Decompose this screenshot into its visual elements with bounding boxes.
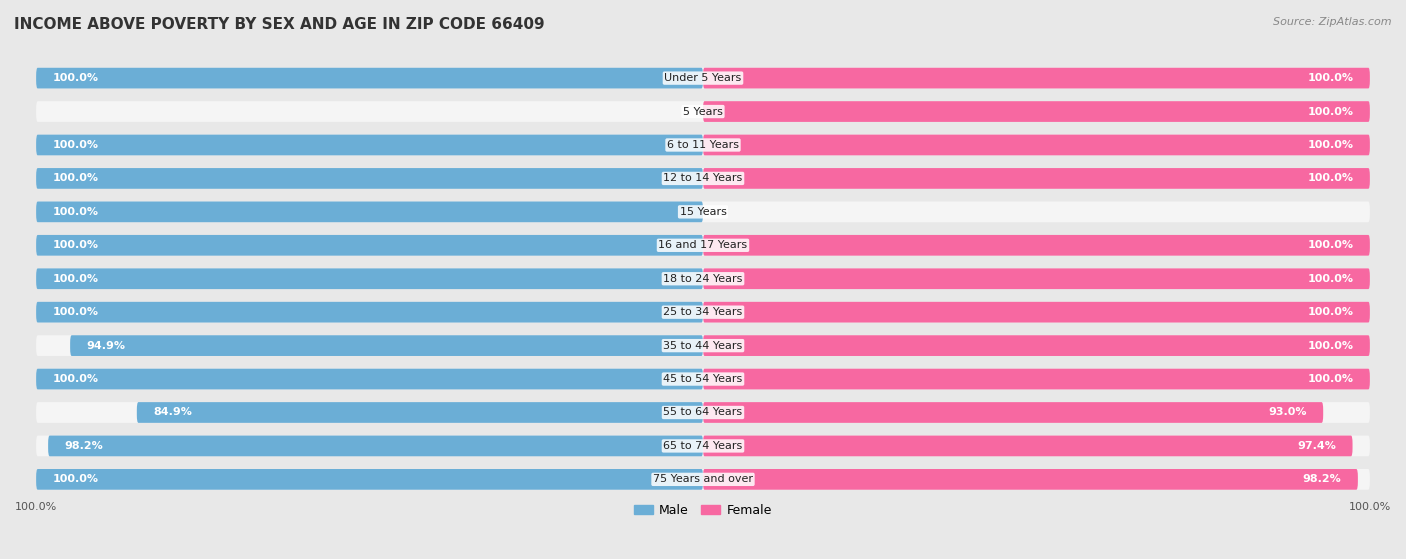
FancyBboxPatch shape [37, 435, 1369, 456]
FancyBboxPatch shape [37, 302, 1369, 323]
Text: 100.0%: 100.0% [53, 207, 98, 217]
Text: 100.0%: 100.0% [1308, 340, 1353, 350]
FancyBboxPatch shape [37, 402, 1369, 423]
FancyBboxPatch shape [703, 68, 1369, 88]
Text: 94.9%: 94.9% [87, 340, 125, 350]
Text: 100.0%: 100.0% [53, 140, 98, 150]
FancyBboxPatch shape [37, 68, 703, 88]
Text: 100.0%: 100.0% [53, 374, 98, 384]
Text: 84.9%: 84.9% [153, 408, 193, 418]
FancyBboxPatch shape [37, 168, 703, 189]
FancyBboxPatch shape [37, 302, 703, 323]
Text: 6 to 11 Years: 6 to 11 Years [666, 140, 740, 150]
FancyBboxPatch shape [136, 402, 703, 423]
FancyBboxPatch shape [37, 369, 703, 390]
FancyBboxPatch shape [37, 201, 703, 222]
Text: 15 Years: 15 Years [679, 207, 727, 217]
FancyBboxPatch shape [37, 469, 1369, 490]
FancyBboxPatch shape [37, 235, 703, 255]
Text: 100.0%: 100.0% [1308, 274, 1353, 284]
Text: 45 to 54 Years: 45 to 54 Years [664, 374, 742, 384]
Text: 25 to 34 Years: 25 to 34 Years [664, 307, 742, 317]
FancyBboxPatch shape [37, 369, 1369, 390]
FancyBboxPatch shape [37, 201, 1369, 222]
FancyBboxPatch shape [703, 268, 1369, 289]
Text: INCOME ABOVE POVERTY BY SEX AND AGE IN ZIP CODE 66409: INCOME ABOVE POVERTY BY SEX AND AGE IN Z… [14, 17, 544, 32]
FancyBboxPatch shape [703, 469, 1358, 490]
Text: 100.0%: 100.0% [53, 274, 98, 284]
Text: Under 5 Years: Under 5 Years [665, 73, 741, 83]
Text: 100.0%: 100.0% [53, 73, 98, 83]
FancyBboxPatch shape [37, 335, 1369, 356]
FancyBboxPatch shape [703, 335, 1369, 356]
Text: 18 to 24 Years: 18 to 24 Years [664, 274, 742, 284]
FancyBboxPatch shape [703, 101, 1369, 122]
Text: 97.4%: 97.4% [1296, 441, 1336, 451]
Text: 100.0%: 100.0% [53, 307, 98, 317]
FancyBboxPatch shape [37, 469, 703, 490]
FancyBboxPatch shape [37, 268, 703, 289]
FancyBboxPatch shape [703, 302, 1369, 323]
FancyBboxPatch shape [48, 435, 703, 456]
FancyBboxPatch shape [37, 68, 1369, 88]
Text: 100.0%: 100.0% [53, 475, 98, 484]
FancyBboxPatch shape [703, 168, 1369, 189]
FancyBboxPatch shape [703, 135, 1369, 155]
Legend: Male, Female: Male, Female [630, 499, 776, 522]
Text: 35 to 44 Years: 35 to 44 Years [664, 340, 742, 350]
FancyBboxPatch shape [70, 335, 703, 356]
Text: 100.0%: 100.0% [1308, 307, 1353, 317]
Text: 55 to 64 Years: 55 to 64 Years [664, 408, 742, 418]
Text: 93.0%: 93.0% [1268, 408, 1306, 418]
Text: 75 Years and over: 75 Years and over [652, 475, 754, 484]
Text: 100.0%: 100.0% [1308, 240, 1353, 250]
FancyBboxPatch shape [703, 435, 1353, 456]
Text: Source: ZipAtlas.com: Source: ZipAtlas.com [1274, 17, 1392, 27]
Text: 100.0%: 100.0% [53, 240, 98, 250]
FancyBboxPatch shape [37, 101, 1369, 122]
Text: 100.0%: 100.0% [1308, 107, 1353, 116]
FancyBboxPatch shape [37, 235, 1369, 255]
Text: 100.0%: 100.0% [1308, 173, 1353, 183]
Text: 100.0%: 100.0% [1308, 374, 1353, 384]
FancyBboxPatch shape [37, 168, 1369, 189]
FancyBboxPatch shape [703, 235, 1369, 255]
Text: 100.0%: 100.0% [1308, 73, 1353, 83]
FancyBboxPatch shape [37, 135, 1369, 155]
FancyBboxPatch shape [37, 268, 1369, 289]
Text: 12 to 14 Years: 12 to 14 Years [664, 173, 742, 183]
FancyBboxPatch shape [37, 135, 703, 155]
FancyBboxPatch shape [703, 402, 1323, 423]
Text: 100.0%: 100.0% [1308, 140, 1353, 150]
Text: 98.2%: 98.2% [1302, 475, 1341, 484]
Text: 5 Years: 5 Years [683, 107, 723, 116]
Text: 98.2%: 98.2% [65, 441, 104, 451]
Text: 100.0%: 100.0% [53, 173, 98, 183]
FancyBboxPatch shape [703, 369, 1369, 390]
Text: 16 and 17 Years: 16 and 17 Years [658, 240, 748, 250]
Text: 65 to 74 Years: 65 to 74 Years [664, 441, 742, 451]
